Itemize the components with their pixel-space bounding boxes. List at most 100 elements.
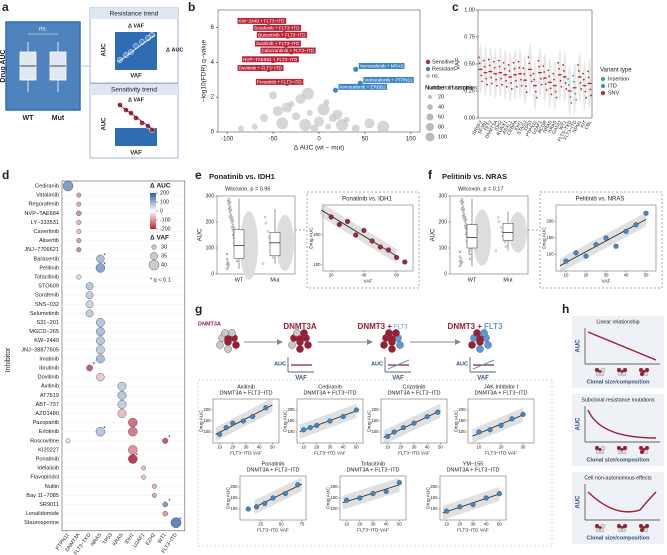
cell-icon	[622, 367, 628, 373]
hit-dot	[128, 427, 138, 437]
vaf-dot	[582, 78, 585, 81]
jitter-dot	[497, 220, 501, 223]
x-tick-label: 10	[385, 445, 390, 450]
legend-label: 40	[161, 262, 167, 268]
vaf-dot	[532, 72, 535, 75]
x-tick-label: 30	[521, 445, 526, 450]
ns-point	[306, 109, 313, 116]
cell-icon	[616, 445, 622, 451]
y-tick-label: 100	[287, 429, 295, 434]
label: FLT3	[484, 322, 503, 331]
jitter-dot	[463, 220, 467, 223]
legend-label: 80	[438, 124, 444, 130]
hit-dot	[76, 274, 82, 280]
vaf-dot	[549, 87, 552, 90]
scatter-point	[344, 497, 350, 503]
jitter-dot	[503, 240, 507, 244]
gene-label: KRAS	[112, 532, 125, 547]
x-tick-label: 20	[398, 445, 403, 450]
cell-icon	[639, 371, 645, 377]
colorbar	[150, 193, 156, 229]
x-axis-label: FLT3−ITD VAF	[314, 450, 346, 456]
vaf-dot	[564, 82, 567, 84]
vaf-dot	[544, 83, 547, 85]
label: DNMT3 +	[358, 322, 393, 331]
jitter-dot	[225, 252, 229, 256]
cell-icon	[476, 345, 484, 353]
hit-dot	[85, 291, 94, 300]
gene-label: IDH2	[493, 119, 504, 132]
jitter-dot	[464, 218, 468, 221]
jitter-dot	[227, 203, 231, 206]
scatter-point	[435, 409, 441, 415]
scatter-point	[573, 250, 579, 256]
hit-dot	[170, 517, 182, 528]
cell-icon	[296, 345, 304, 353]
y-tick-label: 0.75	[464, 34, 475, 40]
inhibitor-label: NVP−TAE684	[24, 211, 59, 217]
hit-dot	[96, 372, 105, 382]
hit-dot	[76, 210, 82, 217]
x-tick-label: 40	[362, 273, 367, 278]
scatter-point	[262, 500, 268, 507]
inhibitor-label: Ponatinib	[36, 456, 59, 462]
vaf-dot	[535, 96, 538, 99]
vaf-dot	[590, 94, 593, 97]
vaf-dot	[488, 64, 491, 67]
vaf-dot	[518, 66, 521, 69]
size-swatch	[427, 104, 433, 110]
scatter-point	[563, 258, 569, 264]
hit-dot	[96, 354, 105, 364]
inhibitor-label: LY−333531	[31, 220, 59, 226]
stat-label: Wilcoxon, p = 0.96	[225, 186, 270, 192]
cell-icon	[621, 371, 627, 377]
jitter-dot	[458, 260, 462, 263]
hit-dot	[76, 201, 82, 207]
legend-swatch	[601, 84, 605, 88]
jitter-dot	[226, 265, 230, 268]
vaf-dot	[481, 80, 483, 83]
y-tick-label: 200	[330, 484, 338, 489]
scatter-point	[385, 247, 392, 253]
x-tick-label: 100	[406, 137, 417, 143]
vaf-dot	[508, 70, 511, 72]
cell-icon	[638, 367, 644, 373]
jitter-dot	[459, 262, 463, 266]
scatter-point	[282, 491, 288, 497]
vaf-dot	[486, 83, 488, 86]
y-tick-label: 100	[430, 506, 438, 511]
vaf-dot	[589, 88, 592, 91]
jitter-dot	[468, 248, 472, 251]
jitter-dot	[267, 236, 271, 239]
vaf-dot	[587, 70, 589, 73]
x-tick-label: 10	[444, 522, 449, 527]
label-box	[363, 76, 414, 83]
plot-title: Tofacitinib	[361, 461, 385, 467]
label-box	[338, 83, 388, 90]
y-tick-label: 100	[439, 245, 448, 251]
cell-icon	[594, 445, 600, 451]
violin	[473, 209, 491, 266]
vaf-dot	[505, 85, 508, 88]
gene-label: WT1	[558, 119, 568, 131]
vaf-dot	[562, 64, 565, 66]
jitter-dot	[463, 215, 467, 219]
jitter-dot	[228, 215, 232, 219]
jitter-dot	[229, 213, 233, 216]
cell-icon	[476, 335, 484, 343]
cell-icon	[300, 329, 308, 337]
legend-swatch	[601, 77, 605, 81]
jitter-dot	[264, 221, 268, 225]
size-swatch	[425, 122, 435, 132]
cell-icon	[232, 341, 240, 349]
vaf-dot	[553, 78, 555, 81]
jitter-dot	[460, 207, 464, 210]
label: FLT3	[394, 325, 408, 331]
cell-icon	[621, 449, 627, 455]
vaf-dot	[580, 88, 583, 90]
legend-label: Resistant	[432, 66, 455, 72]
jitter-dot	[499, 226, 503, 229]
jitter-dot	[459, 258, 463, 261]
vaf-dot	[550, 93, 553, 96]
y-tick-label: 200	[203, 407, 211, 412]
